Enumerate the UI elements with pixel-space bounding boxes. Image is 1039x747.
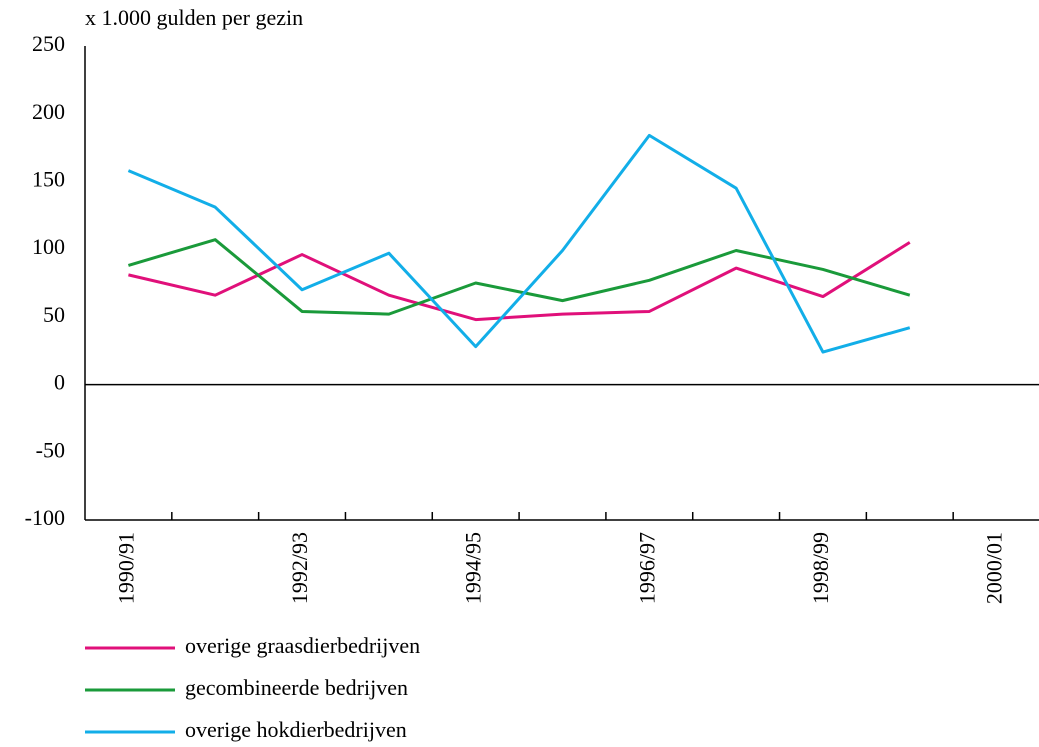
x-tick-label: 1998/99 [808,532,833,604]
y-axis-title: x 1.000 gulden per gezin [85,5,303,30]
y-tick-label: 100 [32,234,65,259]
x-tick-label: 1990/91 [113,532,138,604]
x-tick-label: 1996/97 [634,532,659,604]
y-tick-label: 150 [32,166,65,191]
x-tick-label: 1992/93 [287,532,312,604]
series-line [127,238,911,316]
x-tick-label: 1994/95 [461,532,486,604]
y-tick-label: -50 [36,437,65,462]
x-tick-label: 2000/01 [982,532,1007,604]
legend-label: overige hokdierbedrijven [185,717,407,742]
series-line [127,133,911,354]
y-tick-label: -100 [25,505,65,530]
series-line [128,241,911,322]
legend-label: gecombineerde bedrijven [185,675,408,700]
y-tick-label: 250 [32,31,65,56]
y-tick-label: 0 [54,370,65,395]
y-tick-label: 50 [43,302,65,327]
legend-label: overige graasdierbedrijven [185,633,420,658]
y-tick-label: 200 [32,99,65,124]
